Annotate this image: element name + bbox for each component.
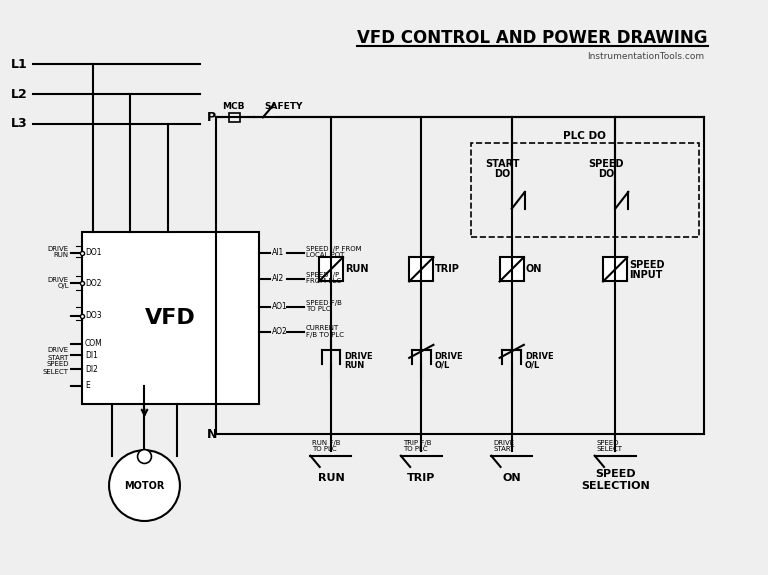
Text: SPEED: SPEED [595,469,635,480]
Text: AI1: AI1 [272,248,284,257]
Text: TRIP F/B: TRIP F/B [402,440,431,446]
Text: DRIVE: DRIVE [48,347,69,354]
Text: START: START [493,446,515,452]
Text: MCB: MCB [222,102,244,111]
Bar [230,113,240,122]
Text: SPEED: SPEED [629,260,664,270]
Text: SPEED F/B: SPEED F/B [306,300,342,306]
Text: InstrumentationTools.com: InstrumentationTools.com [587,52,703,62]
Text: PLC DO: PLC DO [564,131,607,141]
Text: DO: DO [598,169,614,179]
Bar [500,257,524,281]
Bar [471,144,699,237]
Text: O/L: O/L [525,361,540,370]
Text: DO2: DO2 [84,279,101,288]
Text: DO: DO [495,169,511,179]
Bar [82,232,259,404]
Text: TO PLC: TO PLC [402,446,427,452]
Text: SPEED I/P: SPEED I/P [306,272,339,278]
Text: VFD CONTROL AND POWER DRAWING: VFD CONTROL AND POWER DRAWING [357,29,707,47]
Text: DRIVE: DRIVE [435,351,463,361]
Text: FROM PLC: FROM PLC [306,278,341,285]
Text: AI2: AI2 [272,274,284,283]
Text: P: P [207,111,216,124]
Text: COM: COM [84,339,103,348]
Text: VFD: VFD [145,308,196,328]
Text: N: N [207,428,217,441]
Text: SELECTION: SELECTION [581,481,650,490]
Bar [319,257,343,281]
Text: RUN: RUN [344,361,364,370]
Text: AO2: AO2 [272,327,288,336]
Text: RUN: RUN [345,264,369,274]
Text: SELECT: SELECT [597,446,623,452]
Text: TRIP: TRIP [435,264,460,274]
Text: ON: ON [502,473,521,483]
Text: MOTOR: MOTOR [124,481,164,490]
Text: DRIVE: DRIVE [48,246,69,252]
Text: LOCAL POT: LOCAL POT [306,252,344,258]
Text: SELECT: SELECT [43,369,69,375]
Text: RUN: RUN [317,473,344,483]
Text: START: START [48,355,69,361]
Text: ON: ON [526,264,542,274]
Text: DO1: DO1 [84,248,101,257]
Text: F/B TO PLC: F/B TO PLC [306,332,344,338]
Text: E: E [84,381,90,390]
Text: L1: L1 [12,58,28,71]
Text: RUN: RUN [54,252,69,258]
Text: DRIVE: DRIVE [48,277,69,282]
Text: CURRENT: CURRENT [306,325,339,331]
Text: DRIVE: DRIVE [525,351,554,361]
Circle shape [109,450,180,521]
Text: SPEED I/P FROM: SPEED I/P FROM [306,246,362,252]
Text: AO1: AO1 [272,302,288,311]
Text: L3: L3 [12,117,28,131]
Text: DRIVE: DRIVE [344,351,372,361]
Bar [409,257,433,281]
Text: DO3: DO3 [84,312,101,320]
Text: SAFETY: SAFETY [265,102,303,111]
Bar [603,257,627,281]
Text: TO PLC: TO PLC [306,306,330,312]
Text: O/L: O/L [58,283,69,289]
Text: INPUT: INPUT [629,270,663,280]
Text: TRIP: TRIP [407,473,435,483]
Text: RUN F/B: RUN F/B [313,440,341,446]
Text: SPEED: SPEED [47,362,69,367]
Text: DRIVE: DRIVE [493,440,515,446]
Text: O/L: O/L [435,361,449,370]
Text: SPEED: SPEED [597,440,619,446]
Text: SPEED: SPEED [588,159,624,169]
Text: L2: L2 [12,87,28,101]
Text: TO PLC: TO PLC [313,446,337,452]
Text: DI2: DI2 [84,365,98,374]
Text: DI1: DI1 [84,351,98,359]
Text: START: START [485,159,520,169]
